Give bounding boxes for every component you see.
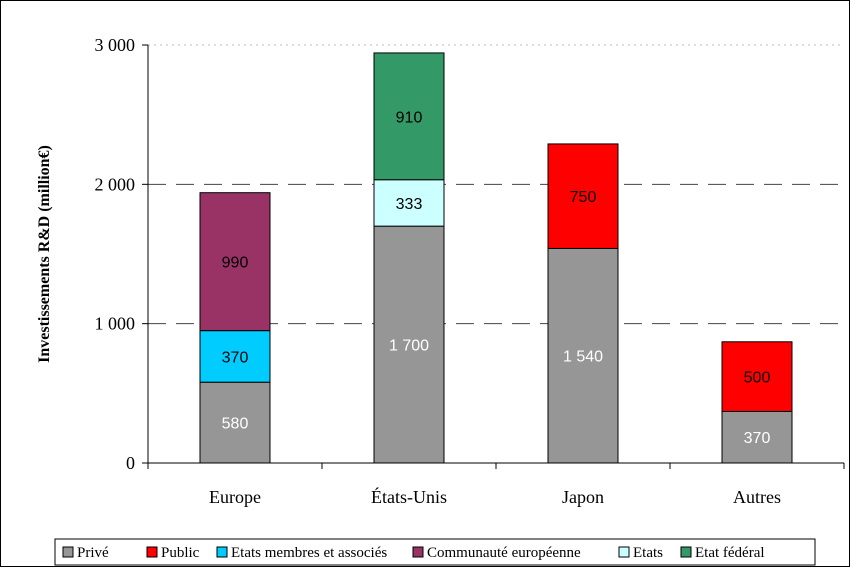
legend-label: Communauté européenne bbox=[427, 545, 581, 561]
legend-swatch bbox=[62, 546, 74, 558]
y-axis-label: Investissements R&D (million€) bbox=[36, 145, 53, 363]
data-label: 580 bbox=[222, 416, 249, 433]
data-label: 500 bbox=[744, 370, 771, 387]
x-tick-label: États-Unis bbox=[371, 486, 447, 507]
data-label: 1 700 bbox=[389, 338, 429, 355]
legend-swatch bbox=[680, 546, 692, 558]
bar-segment bbox=[373, 179, 445, 227]
bar-segment bbox=[721, 341, 793, 412]
data-label: 333 bbox=[396, 196, 423, 213]
bar-segment bbox=[547, 247, 619, 464]
x-tick-label: Japon bbox=[562, 487, 604, 507]
x-tick-label: Europe bbox=[209, 487, 261, 507]
data-label: 750 bbox=[570, 189, 597, 206]
y-tick-label: 2 000 bbox=[95, 174, 136, 194]
data-label: 370 bbox=[744, 430, 771, 447]
legend-swatch bbox=[618, 546, 630, 558]
data-label: 990 bbox=[222, 255, 249, 272]
legend-swatch bbox=[146, 546, 158, 558]
bar-segment bbox=[373, 225, 445, 464]
legend-label: Etat fédéral bbox=[695, 545, 765, 561]
bar-segment bbox=[373, 52, 445, 181]
y-tick-label: 3 000 bbox=[95, 35, 136, 55]
x-tick-label: Autres bbox=[733, 487, 781, 507]
legend-label: Etats membres et associés bbox=[231, 545, 387, 561]
legend-label: Privé bbox=[77, 545, 109, 561]
legend-swatch bbox=[216, 546, 228, 558]
y-tick-label: 1 000 bbox=[95, 314, 136, 334]
bar-segment bbox=[199, 192, 271, 332]
legend-label: Public bbox=[161, 545, 200, 561]
y-tick-label: 0 bbox=[126, 453, 135, 473]
legend-label: Etats bbox=[633, 545, 663, 561]
data-label: 370 bbox=[222, 349, 249, 366]
bar-segment bbox=[199, 381, 271, 464]
data-label: 910 bbox=[396, 109, 423, 126]
data-label: 1 540 bbox=[563, 349, 603, 366]
bar-segment bbox=[547, 143, 619, 249]
legend-swatch bbox=[412, 546, 424, 558]
